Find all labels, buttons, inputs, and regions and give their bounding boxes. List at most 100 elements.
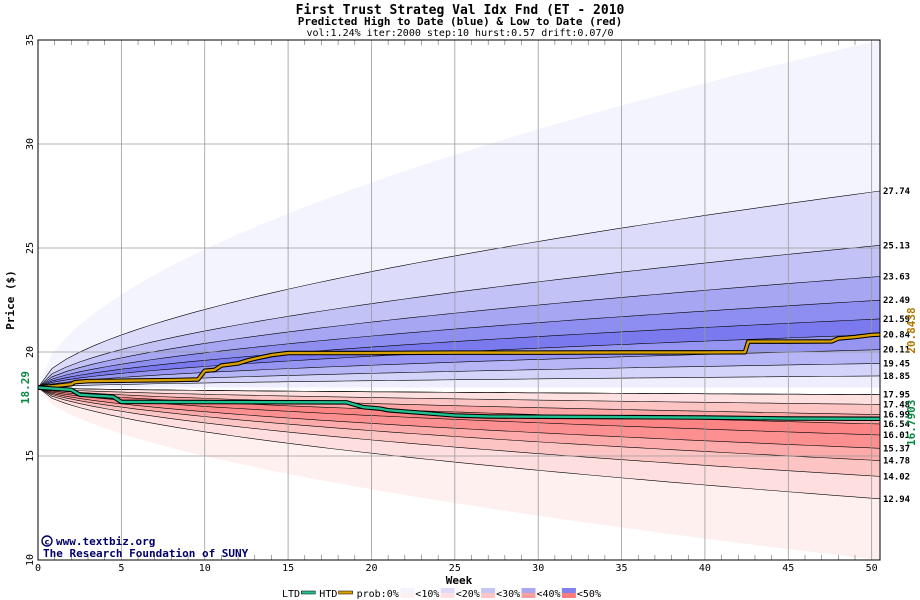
high-band-1: [38, 191, 880, 388]
band-label: 20.84: [883, 331, 911, 341]
y-tick-label: 25: [25, 242, 36, 254]
low-band-edge-7: [37, 387, 881, 415]
high-band-7: [38, 349, 880, 388]
low-band-edge-2: [37, 387, 881, 477]
band-value-labels: 27.74 25.13 23.63 22.49 21.59 20.84 20.11 19.45…: [883, 187, 911, 505]
plot-frame: [37, 39, 881, 561]
band-label: 15.37: [883, 444, 910, 454]
low-band-edge-8: [37, 387, 881, 405]
legend-prob-swatch-low: [400, 593, 415, 598]
chart-params: vol:1.24% iter:2000 step:10 hurst:0.57 d…: [306, 28, 613, 39]
high-band-edge-1: [37, 190, 881, 388]
x-tick-label: 10: [199, 563, 211, 574]
legend-item: LTD: [282, 589, 300, 600]
y-axis-label: Price ($): [4, 270, 17, 330]
legend-item: <50%: [577, 589, 601, 600]
copyright-icon: [41, 535, 53, 547]
high-band-8: [38, 363, 880, 388]
x-tick-label: 30: [532, 563, 544, 574]
high-band-5: [38, 318, 880, 388]
band-label: 17.48: [883, 400, 910, 410]
credit-org: The Research Foundation of SUNY: [43, 547, 249, 560]
legend-item: HTD: [319, 589, 337, 600]
x-tick-label: 45: [782, 563, 794, 574]
x-tick-label: 5: [118, 563, 124, 574]
legend-item: <40%: [537, 589, 561, 600]
y-tick-label: 10: [25, 554, 36, 566]
x-tick-label: 35: [616, 563, 628, 574]
chart-title: First Trust Strateg Val Idx Fnd (ET - 20…: [296, 3, 625, 18]
y-tick-label: 35: [25, 34, 36, 46]
low-band-5: [38, 387, 880, 435]
low-band-2: [38, 387, 880, 477]
legend-prob-swatch-high: [440, 588, 455, 593]
low-band-1: [38, 387, 880, 499]
high-band-edge-2: [37, 244, 881, 388]
credit-logo: c: [41, 535, 53, 547]
band-label: 19.45: [883, 359, 910, 369]
svg-text:c: c: [45, 538, 50, 547]
ltd-line: [37, 386, 880, 420]
legend-item: <30%: [496, 589, 520, 600]
legend-prob-swatch-low: [481, 593, 496, 598]
legend-prob-swatch-low: [440, 593, 455, 598]
low-band-9: [38, 387, 880, 395]
x-tick-label: 15: [282, 563, 294, 574]
band-label: 12.94: [883, 495, 911, 505]
band-label: 27.74: [883, 187, 911, 197]
legend-prob-swatch-low: [561, 593, 576, 598]
x-tick-label: 50: [866, 563, 878, 574]
band-label: 22.49: [883, 296, 910, 306]
legend-item: prob:0%: [357, 589, 399, 600]
high-band-edge-3: [37, 276, 881, 388]
high-band-4: [38, 300, 880, 388]
legend-item: <10%: [415, 589, 439, 600]
high-band-edge-9: [37, 375, 881, 388]
low-band-6: [38, 387, 880, 424]
high-band-edge-5: [37, 318, 881, 388]
low-band-edge-3: [37, 387, 881, 461]
low-band-7: [38, 387, 880, 415]
high-band-2: [38, 245, 880, 388]
low-band-edge-4: [37, 387, 881, 449]
legend-line-swatch: [338, 590, 353, 595]
band-label: 23.63: [883, 272, 910, 282]
end-low-label: 16.7903: [905, 400, 918, 446]
band-label: 16.99: [883, 411, 910, 421]
band-label: 20.11: [883, 346, 910, 356]
chart-subtitle: Predicted High to Date (blue) & Low to D…: [298, 15, 623, 28]
x-tick-label: 40: [699, 563, 711, 574]
band-label: 25.13: [883, 241, 910, 251]
band-label: 21.59: [883, 315, 910, 325]
legend-prob-swatch-high: [400, 588, 415, 593]
band-label: 14.78: [883, 457, 910, 467]
band-label: 14.02: [883, 472, 910, 482]
x-tick-label: 20: [365, 563, 377, 574]
band-label: 17.95: [883, 391, 910, 401]
high-band-3: [38, 276, 880, 388]
x-axis-label: Week: [446, 574, 473, 587]
high-band-0: [38, 40, 880, 388]
band-label: 16.54: [883, 420, 911, 430]
legend-prob-swatch-high: [481, 588, 496, 593]
legend-line-swatch: [301, 590, 316, 595]
y-tick-label: 30: [25, 138, 36, 150]
end-high-label: 20.8438: [905, 307, 918, 353]
x-tick-label: 25: [449, 563, 461, 574]
band-label: 16.01: [883, 431, 910, 441]
legend: LTD HTD prob:0% <10% <20% <30% <40% <50%: [282, 588, 601, 600]
y-tick-label: 15: [25, 450, 36, 462]
y-tick-label: 20: [25, 346, 36, 358]
low-band-8: [38, 387, 880, 405]
series-lines: [37, 332, 881, 422]
band-label: 18.85: [883, 372, 910, 382]
low-band-4: [38, 387, 880, 449]
legend-prob-swatch-high: [521, 588, 536, 593]
low-band-edge-5: [37, 387, 881, 436]
low-band-edge-9: [37, 387, 881, 395]
high-band-edge-4: [37, 299, 881, 388]
htd-line: [37, 333, 881, 389]
axis-ticks: 0 5 10 15 20 25 30 35 40 45 50 10 15 20 25 30 35: [25, 34, 878, 574]
high-band-6: [38, 334, 880, 388]
